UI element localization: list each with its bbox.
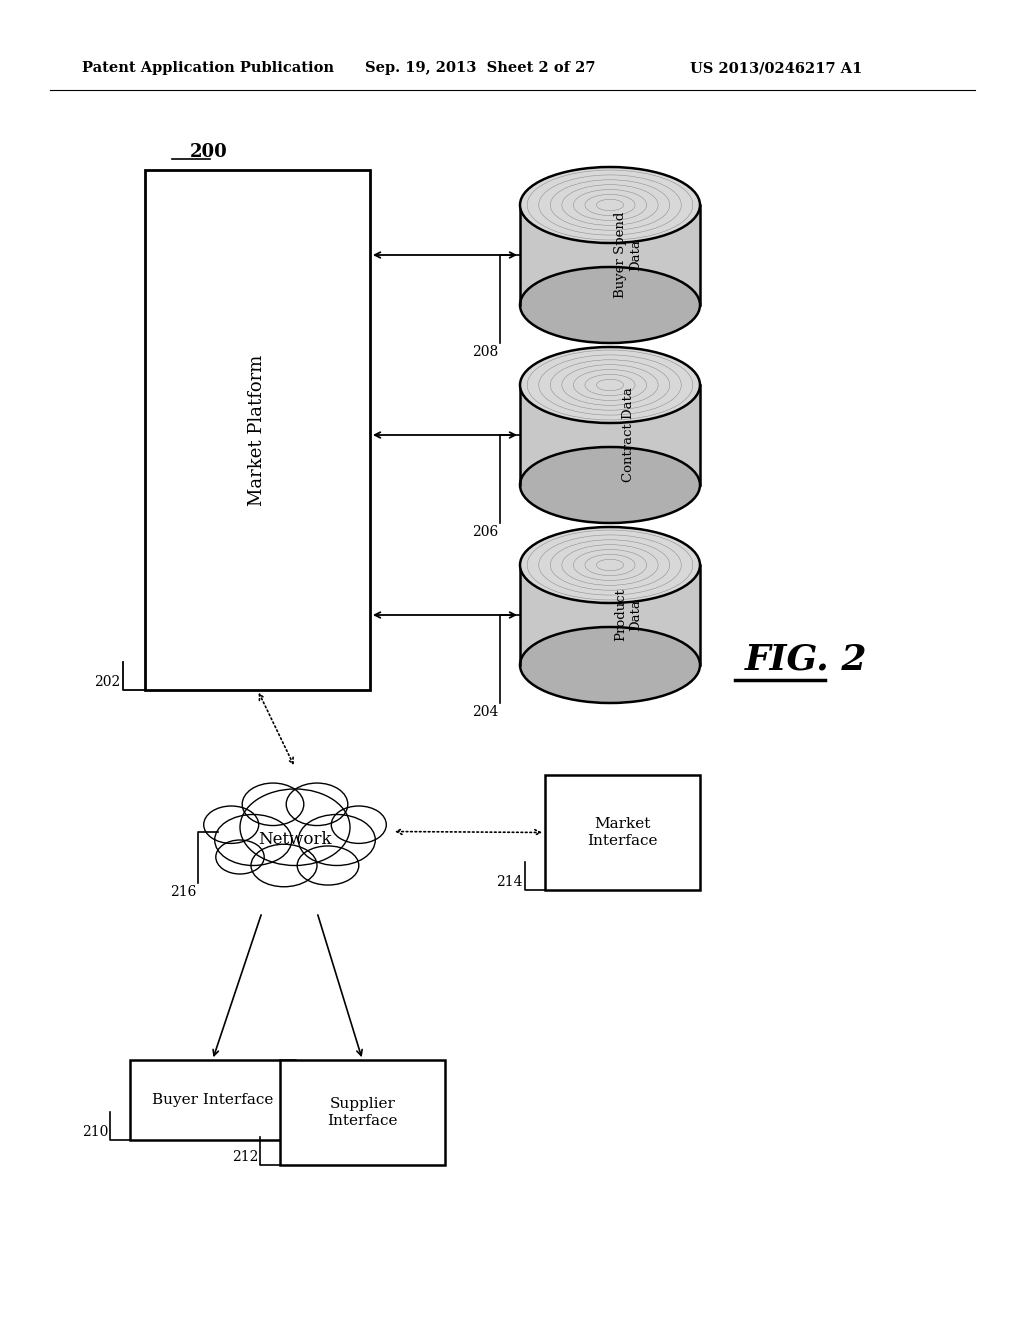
Text: 210: 210 — [82, 1125, 108, 1139]
Text: Market
Interface: Market Interface — [587, 817, 657, 847]
Ellipse shape — [520, 267, 700, 343]
Text: 212: 212 — [231, 1150, 258, 1164]
Text: Contract Data: Contract Data — [622, 388, 635, 482]
Text: Patent Application Publication: Patent Application Publication — [82, 61, 334, 75]
Bar — [130, 1060, 295, 1140]
Text: 204: 204 — [472, 705, 498, 719]
Ellipse shape — [520, 627, 700, 704]
Ellipse shape — [215, 814, 292, 866]
Bar — [280, 1060, 445, 1166]
Text: 200: 200 — [190, 143, 227, 161]
Ellipse shape — [520, 527, 700, 603]
Ellipse shape — [286, 783, 348, 825]
Text: FIG. 2: FIG. 2 — [745, 643, 867, 677]
Bar — [520, 565, 700, 665]
Text: 208: 208 — [472, 345, 498, 359]
Text: 202: 202 — [94, 675, 120, 689]
Text: Buyer Interface: Buyer Interface — [152, 1093, 273, 1107]
Text: Buyer Spend
Data: Buyer Spend Data — [614, 211, 642, 298]
Ellipse shape — [298, 814, 376, 866]
Text: US 2013/0246217 A1: US 2013/0246217 A1 — [690, 61, 862, 75]
Text: 214: 214 — [497, 875, 523, 888]
Ellipse shape — [520, 347, 700, 422]
Ellipse shape — [204, 807, 259, 843]
Ellipse shape — [251, 845, 317, 887]
Bar — [520, 385, 700, 484]
Ellipse shape — [240, 789, 350, 866]
Text: Supplier
Interface: Supplier Interface — [328, 1097, 397, 1127]
Bar — [545, 775, 700, 890]
Ellipse shape — [216, 840, 264, 874]
Text: Market Platform: Market Platform — [249, 354, 266, 506]
Ellipse shape — [243, 783, 304, 825]
Ellipse shape — [297, 846, 358, 884]
Bar — [145, 170, 370, 690]
Ellipse shape — [332, 807, 386, 843]
Text: Product
Data: Product Data — [614, 589, 642, 642]
Text: 206: 206 — [472, 525, 498, 539]
Ellipse shape — [520, 168, 700, 243]
Text: Sep. 19, 2013  Sheet 2 of 27: Sep. 19, 2013 Sheet 2 of 27 — [365, 61, 596, 75]
Ellipse shape — [520, 447, 700, 523]
Text: 216: 216 — [170, 884, 196, 899]
Bar — [520, 205, 700, 305]
Text: Network: Network — [258, 832, 332, 849]
